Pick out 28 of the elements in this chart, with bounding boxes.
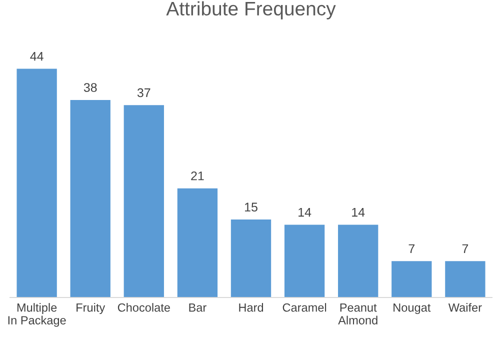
bar (392, 261, 432, 298)
data-label: 14 (298, 208, 312, 217)
data-label: 7 (462, 244, 468, 253)
chart-title: Attribute Frequency (166, 1, 336, 20)
x-tick-label: Nougat (394, 303, 431, 314)
data-label: 44 (30, 52, 44, 61)
x-tick-label: Fruity (76, 303, 106, 314)
bar (177, 188, 218, 298)
data-label: 21 (191, 171, 204, 180)
bar (70, 100, 110, 298)
x-tick-label: Caramel (282, 303, 326, 312)
data-label: 15 (245, 202, 258, 212)
x-tick-label: Waifer (448, 303, 482, 312)
x-tick-label: Chocolate (118, 303, 170, 312)
x-tick-label: Bar (189, 303, 206, 312)
data-label: 7 (408, 244, 414, 253)
data-label: 37 (137, 88, 150, 98)
x-tick-label: Multiple In Package (8, 303, 66, 327)
bar (230, 220, 272, 298)
x-tick-label: Peanut Almond (338, 303, 378, 324)
bar (124, 105, 164, 298)
x-tick-label: Hard (239, 303, 264, 312)
data-label: 38 (84, 83, 97, 92)
bar (16, 68, 57, 298)
bar (338, 224, 378, 298)
data-label: 14 (352, 208, 365, 217)
bar (445, 261, 486, 298)
bar (284, 224, 325, 298)
